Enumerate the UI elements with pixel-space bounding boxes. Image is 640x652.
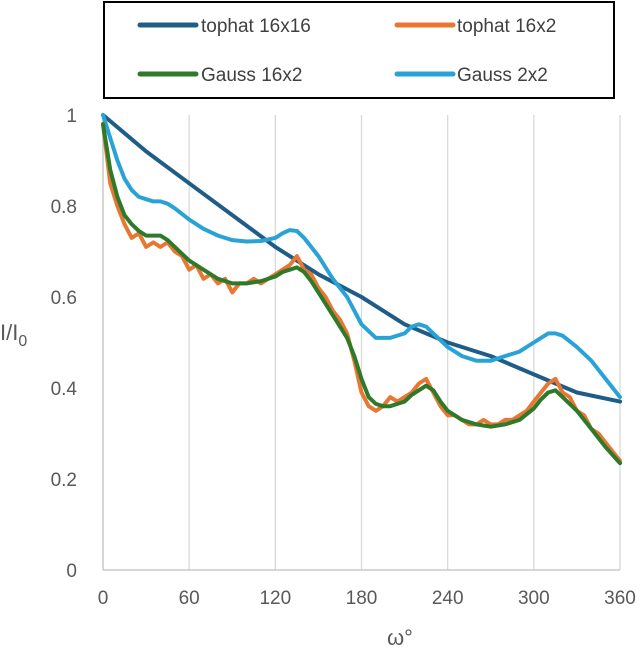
- legend: tophat 16x16 tophat 16x2 Gauss 16x2 Gaus…: [103, 1, 615, 99]
- y-tick-label: 0.4: [51, 379, 78, 400]
- series-layer: [101, 113, 622, 466]
- x-tick-label: 0: [98, 588, 109, 609]
- y-axis-title-main: I/I: [0, 320, 18, 345]
- y-axis: 0 0.2 0.4 0.6 0.8 1: [51, 106, 104, 582]
- grid-layer: [188, 115, 621, 570]
- y-axis-title-subscript: 0: [18, 333, 27, 350]
- x-tick-label: 120: [259, 588, 291, 609]
- series-line-gauss-2x2: [101, 113, 622, 400]
- x-tick-label: 60: [179, 588, 200, 609]
- y-axis-title: I/I0: [0, 320, 27, 350]
- x-tick-label: 240: [432, 588, 464, 609]
- legend-label-tophat-16x2: tophat 16x2: [457, 16, 556, 37]
- y-tick-label: 1: [66, 106, 77, 127]
- x-axis-title: ω°: [387, 625, 413, 650]
- y-tick-label: 0: [66, 561, 77, 582]
- x-axis: 0 60 120 180 240 300 360: [98, 569, 636, 609]
- x-tick-label: 360: [604, 588, 636, 609]
- series-line-tophat-16x16: [101, 113, 622, 404]
- legend-label-gauss-16x2: Gauss 16x2: [201, 65, 302, 86]
- y-tick-label: 0.8: [51, 197, 77, 218]
- legend-label-gauss-2x2: Gauss 2x2: [457, 65, 548, 86]
- x-tick-label: 180: [346, 588, 378, 609]
- y-tick-label: 0.6: [51, 288, 77, 309]
- series-line-tophat-16x2: [101, 122, 622, 463]
- legend-label-tophat-16x16: tophat 16x16: [201, 16, 311, 37]
- y-tick-label: 0.2: [51, 470, 77, 491]
- x-tick-label: 300: [518, 588, 550, 609]
- legend-box: [103, 1, 615, 99]
- series-line-gauss-16x2: [101, 122, 622, 466]
